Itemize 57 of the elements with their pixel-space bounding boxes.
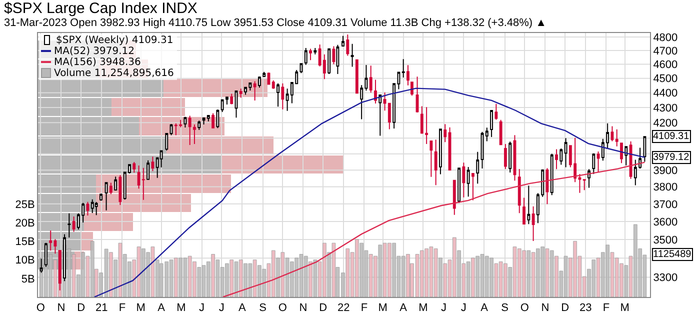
legend-label: MA(156) 3948.36 (54, 57, 141, 68)
x-tick-label: M (176, 302, 186, 312)
y-tick-label: 4200 (653, 117, 678, 130)
x-tick-label: J (199, 302, 205, 312)
x-tick-label: D (77, 302, 86, 312)
text: 4109.31 (653, 131, 690, 142)
y-tick-label: 4500 (653, 73, 678, 86)
legend-label: MA(52) 3979.12 (54, 46, 135, 57)
y-tick-label: 3900 (653, 164, 678, 177)
x-tick-label: N (541, 302, 550, 312)
x-tick-label: D (319, 302, 328, 312)
y-tick-label: 4600 (653, 59, 678, 72)
x-tick-label: A (238, 302, 247, 312)
y-tick-label: 3800 (653, 182, 678, 194)
legend-label: Volume 11,254,895,616 (54, 68, 174, 79)
x-tick-label: F (602, 302, 610, 312)
x-tick-label: J (441, 302, 447, 312)
y-tick-label: 4300 (653, 102, 678, 114)
y2-tick-label: 15B (15, 236, 35, 248)
text: 3979.12 (653, 152, 690, 163)
y2-tick-label: 10B (15, 254, 35, 267)
legend-label: $SPX (Weekly) 4109.31 (56, 35, 174, 46)
y-tick-label: 3300 (653, 272, 678, 284)
x-tick-label: A (158, 302, 166, 312)
x-tick-label: S (259, 302, 266, 312)
x-tick-label: A (480, 302, 489, 312)
y2-tick-label: 20B (15, 217, 35, 230)
x-tick-label: J (218, 302, 224, 312)
x-tick-label: N (57, 302, 66, 312)
x-tick-label: D (561, 302, 570, 312)
x-tick-label: J (460, 302, 466, 312)
text: 1125489 (653, 249, 692, 260)
x-tick-label: N (299, 302, 308, 312)
y-tick-label: 3500 (653, 234, 678, 246)
x-tick-label: M (620, 302, 630, 312)
x-tick-label: 23 (580, 302, 592, 312)
x-tick-label: 22 (338, 302, 350, 312)
x-tick-label: M (378, 302, 388, 312)
chart-title: $SPX Large Cap Index INDX (4, 0, 198, 17)
x-tick-label: O (520, 302, 530, 312)
y-tick-label: 4800 (653, 32, 678, 44)
x-tick-label: F (118, 302, 126, 312)
y-tick-label: 4700 (653, 45, 678, 58)
x-tick-label: 21 (96, 302, 108, 312)
x-tick-label: M (418, 302, 428, 312)
y-tick-label: 3700 (653, 198, 678, 211)
x-tick-label: O (36, 302, 46, 312)
y-tick-label: 4400 (653, 88, 678, 100)
y2-tick-label: 5B (21, 273, 35, 286)
x-tick-label: F (360, 302, 368, 312)
x-tick-label: O (278, 302, 288, 312)
y-tick-label: 3600 (653, 216, 678, 228)
y2-tick-label: 25B (15, 198, 35, 211)
chart-subtitle: 31-Mar-2023 Open 3982.93 High 4110.75 Low 3951.53 Close 4109.31 Volume 11.3B Chg +138.32 (+3.48%) ▲ (4, 17, 548, 30)
x-tick-label: M (136, 302, 146, 312)
x-tick-label: A (400, 302, 408, 312)
x-tick-label: S (501, 302, 508, 312)
